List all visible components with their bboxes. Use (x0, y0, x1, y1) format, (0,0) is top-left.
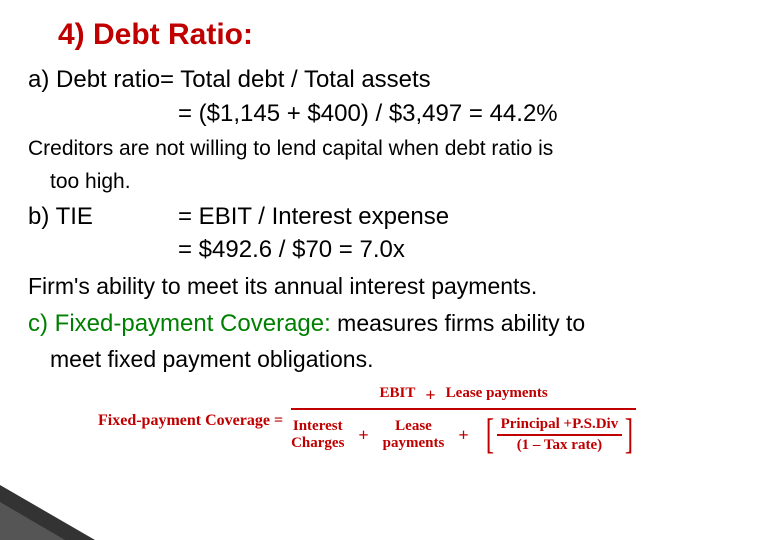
formula-frac-bot: (1 – Tax rate) (513, 436, 606, 455)
formula-den-lease-b: payments (383, 435, 445, 452)
formula-frac-top: Principal +P.S.Div (497, 415, 623, 434)
corner-accent-inner-icon (0, 502, 65, 540)
item-b-label: b) TIE (28, 201, 178, 233)
item-b-row1: b) TIE = EBIT / Interest expense (28, 201, 752, 233)
item-a-line1: a) Debt ratio= Total debt / Total assets (28, 64, 752, 96)
formula-label: Fixed-payment Coverage = (98, 412, 283, 430)
item-b-line2: = $492.6 / $70 = 7.0x (178, 234, 752, 266)
section-title: 4) Debt Ratio: (58, 18, 752, 52)
formula-den-interest-b: Charges (291, 435, 344, 452)
note-b: Firm's ability to meet its annual intere… (28, 272, 752, 302)
formula-num-lease: Lease payments (446, 385, 548, 406)
note-a-line2: too high. (28, 168, 752, 195)
formula-den-lease: Lease payments (383, 418, 445, 453)
item-b-line1: = EBIT / Interest expense (178, 201, 752, 233)
formula-num-ebit: EBIT (380, 385, 416, 406)
formula-plus-2: + (358, 425, 368, 446)
item-c-rest1: measures firms ability to (331, 310, 585, 336)
item-c-rest2: meet fixed payment obligations. (28, 345, 752, 375)
bracket-right-icon: ] (625, 414, 633, 456)
fixed-payment-formula: Fixed-payment Coverage = EBIT + Lease pa… (98, 385, 752, 456)
formula-main-bar (291, 408, 636, 410)
bracket-left-icon: [ (485, 414, 493, 456)
formula-den-interest-a: Interest (291, 418, 344, 435)
item-c-label: c) Fixed-payment Coverage: (28, 310, 331, 337)
formula-plus-3: + (458, 425, 468, 446)
formula-den-lease-a: Lease (383, 418, 445, 435)
note-a-line1: Creditors are not willing to lend capita… (28, 135, 752, 162)
formula-plus-1: + (425, 385, 435, 406)
formula-bracketed-term: [ Principal +P.S.Div (1 – Tax rate) ] (483, 414, 637, 456)
item-a-line2: = ($1,145 + $400) / $3,497 = 44.2% (28, 98, 752, 130)
item-b-row2: = $492.6 / $70 = 7.0x (28, 234, 752, 266)
formula-den-interest: Interest Charges (291, 418, 344, 453)
item-c: c) Fixed-payment Coverage: measures firm… (28, 308, 752, 339)
